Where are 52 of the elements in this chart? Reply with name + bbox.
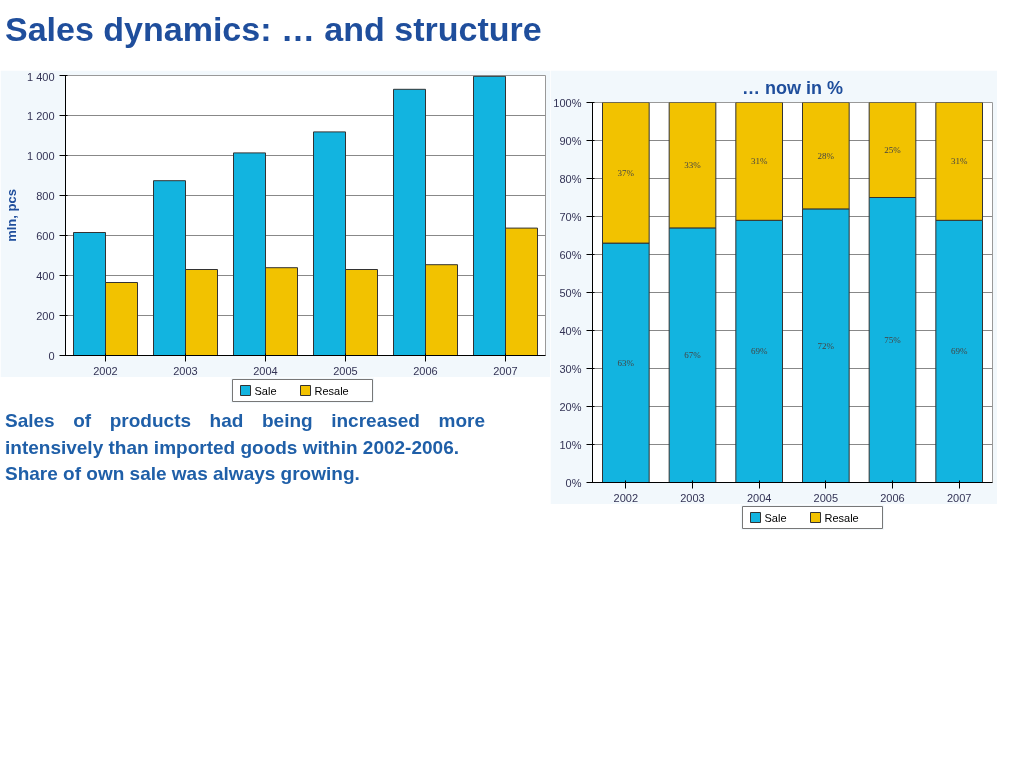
x-tick-label: 2005 <box>333 364 358 377</box>
legend-label: Resale <box>314 384 349 397</box>
y-tick-label: 600 <box>36 229 55 242</box>
y-tick-label: 100% <box>553 96 582 109</box>
y-tick-label: 70% <box>559 210 582 223</box>
x-tick-label: 2007 <box>946 491 972 504</box>
x-tick-label: 2003 <box>173 364 198 377</box>
y-tick-label: 1 200 <box>26 109 55 122</box>
x-tick-label: 2005 <box>813 491 839 504</box>
y-tick-label: 0 <box>48 349 55 362</box>
y-tick-label: 1 400 <box>26 70 55 83</box>
x-tick-label: 2002 <box>93 364 118 377</box>
y-tick-label: 40% <box>559 324 582 337</box>
x-tick-label: 2006 <box>413 364 438 377</box>
data-label: 31% <box>950 156 968 167</box>
data-label: 25% <box>884 145 902 155</box>
x-tick-label: 2006 <box>880 491 905 504</box>
data-label: 75% <box>884 335 902 345</box>
data-label: 69% <box>950 346 968 357</box>
x-tick-label: 2004 <box>746 491 772 504</box>
y-tick-label: 20% <box>559 400 582 413</box>
chart-title: … now in % <box>742 77 843 98</box>
y-tick-label: 30% <box>559 362 582 375</box>
y-axis-title: mln, pcs <box>3 189 19 242</box>
data-label: 31% <box>750 156 768 167</box>
x-tick-label: 2004 <box>253 364 278 377</box>
y-tick-label: 90% <box>559 134 582 147</box>
data-label: 67% <box>684 350 702 361</box>
y-tick-label: 800 <box>36 189 55 202</box>
data-label: 72% <box>817 340 835 351</box>
data-label: 69% <box>750 346 768 357</box>
y-tick-label: 0% <box>565 476 582 489</box>
text: Sales of products had being increased more intensively than imported goods within 2002-2006. <box>5 410 485 458</box>
text: Share of own sale was always growing. <box>5 463 360 485</box>
x-tick-label: 2003 <box>680 491 705 504</box>
chart-title: Sales dynamics: … and structure <box>5 9 542 50</box>
data-label: 28% <box>817 150 835 161</box>
x-tick-label: 2002 <box>613 491 639 504</box>
legend-label: Sale <box>764 511 787 524</box>
data-label: 37% <box>617 167 635 178</box>
y-tick-label: 50% <box>559 286 582 299</box>
y-tick-label: 60% <box>559 248 582 261</box>
data-label: 63% <box>617 357 635 368</box>
y-tick-label: 400 <box>36 269 55 282</box>
y-tick-label: 80% <box>559 172 582 185</box>
y-tick-label: 200 <box>36 309 55 322</box>
x-tick-label: 2007 <box>493 364 518 377</box>
y-tick-label: 10% <box>559 438 582 451</box>
y-tick-label: 1 000 <box>26 149 55 162</box>
legend-label: Resale <box>824 511 859 524</box>
data-label: 33% <box>684 160 702 171</box>
legend-label: Sale <box>254 384 277 397</box>
